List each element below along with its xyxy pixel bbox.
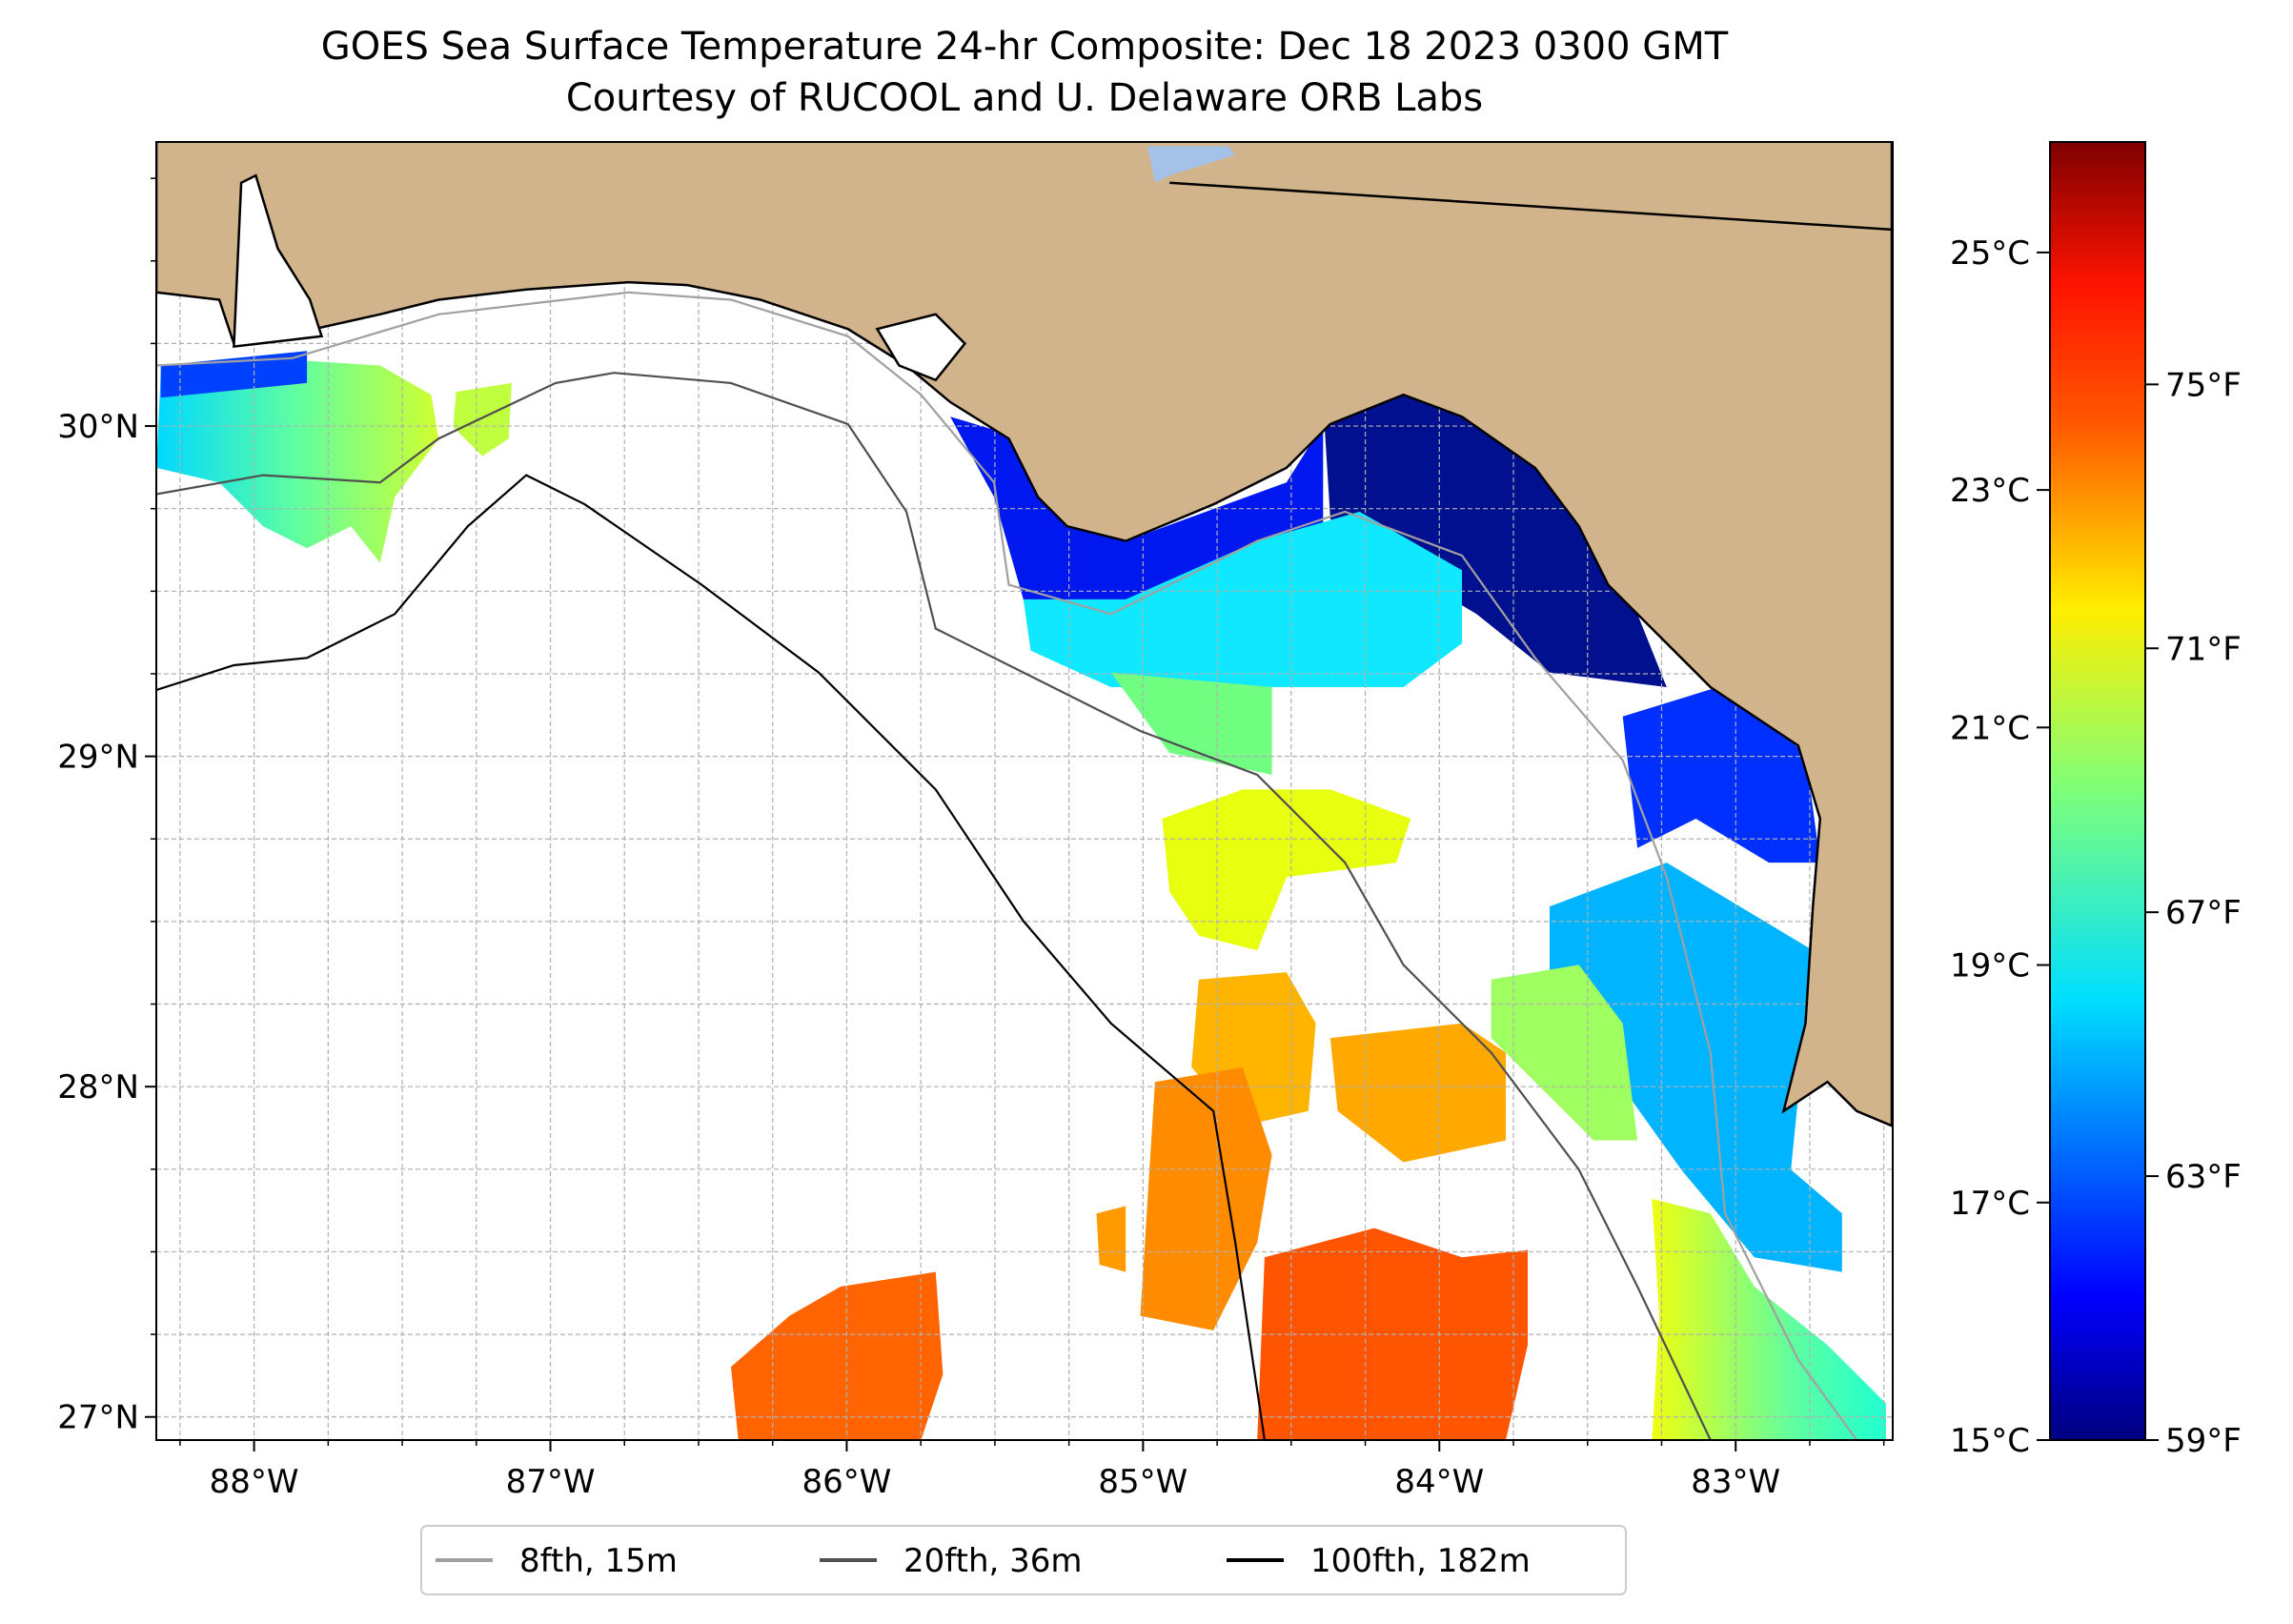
sst-patch xyxy=(1622,687,1820,863)
axes: 88°W 87°W 86°W 85°W 84°W 83°W 27°N 28°N 29°N 30°N xyxy=(57,177,1885,1501)
celsius-tick-label: 21°C xyxy=(1950,709,2030,747)
x-tick-label: 86°W xyxy=(802,1463,892,1501)
map-subtitle: Courtesy of RUCOOL and U. Delaware ORB L… xyxy=(565,76,1484,120)
colorbar xyxy=(2049,141,2146,1441)
colorbar-ticks: 15°C 17°C 19°C 21°C 23°C 25°C 59°F 63°F 67°F 71°F… xyxy=(1950,234,2242,1460)
map-area[interactable] xyxy=(156,142,1893,1440)
celsius-tick-label: 25°C xyxy=(1950,234,2030,273)
fahrenheit-tick-label: 71°F xyxy=(2165,630,2242,668)
y-tick-label: 30°N xyxy=(57,408,139,446)
x-tick-label: 84°W xyxy=(1394,1463,1484,1501)
sst-patch xyxy=(1023,511,1462,687)
celsius-tick-label: 15°C xyxy=(1950,1422,2030,1460)
fahrenheit-tick-label: 75°F xyxy=(2165,366,2242,404)
sst-patch xyxy=(1096,1206,1126,1272)
x-tick-label: 83°W xyxy=(1691,1463,1780,1501)
celsius-tick-label: 23°C xyxy=(1950,472,2030,510)
sst-patch xyxy=(453,382,512,457)
x-tick-label: 85°W xyxy=(1098,1463,1187,1501)
mobile-bay xyxy=(233,173,324,349)
y-tick-label: 28°N xyxy=(57,1068,139,1106)
y-tick-label: 27°N xyxy=(57,1399,139,1437)
legend-box xyxy=(420,1525,1627,1595)
land-florida-alabama xyxy=(156,142,1893,1127)
isobath-100fth xyxy=(156,474,1266,1440)
sst-patch xyxy=(1491,964,1638,1141)
sst-patch xyxy=(1323,392,1667,687)
isobath-20fth xyxy=(156,372,1712,1440)
celsius-tick-label: 19°C xyxy=(1950,947,2030,985)
sst-patch xyxy=(731,1271,944,1440)
y-tick-label: 29°N xyxy=(57,739,139,777)
sst-patch xyxy=(156,357,439,563)
state-boundary xyxy=(1169,181,1893,232)
x-tick-label: 87°W xyxy=(506,1463,596,1501)
x-tick-label: 88°W xyxy=(210,1463,299,1501)
legend-label: 8fth, 15m xyxy=(519,1542,678,1580)
legend-label: 20fth, 36m xyxy=(903,1542,1083,1580)
fahrenheit-tick-label: 59°F xyxy=(2165,1422,2242,1460)
fahrenheit-tick-label: 63°F xyxy=(2165,1158,2242,1196)
map-frame xyxy=(155,141,1894,1441)
isobath-8fth xyxy=(156,291,1858,1440)
sst-patch xyxy=(1110,672,1272,775)
sst-patch xyxy=(1162,789,1411,951)
map-title: GOES Sea Surface Temperature 24-hr Compo… xyxy=(320,25,1729,69)
legend-label: 100fth, 182m xyxy=(1310,1542,1531,1580)
celsius-tick-label: 17°C xyxy=(1950,1185,2030,1223)
sst-patch xyxy=(1652,1198,1886,1440)
fahrenheit-tick-label: 67°F xyxy=(2165,894,2242,932)
legend: 8fth, 15m 20fth, 36m 100fth, 182m xyxy=(420,1525,1627,1595)
sst-patch xyxy=(1329,1023,1506,1163)
bay-inlet xyxy=(875,313,967,382)
lake xyxy=(1147,146,1236,183)
